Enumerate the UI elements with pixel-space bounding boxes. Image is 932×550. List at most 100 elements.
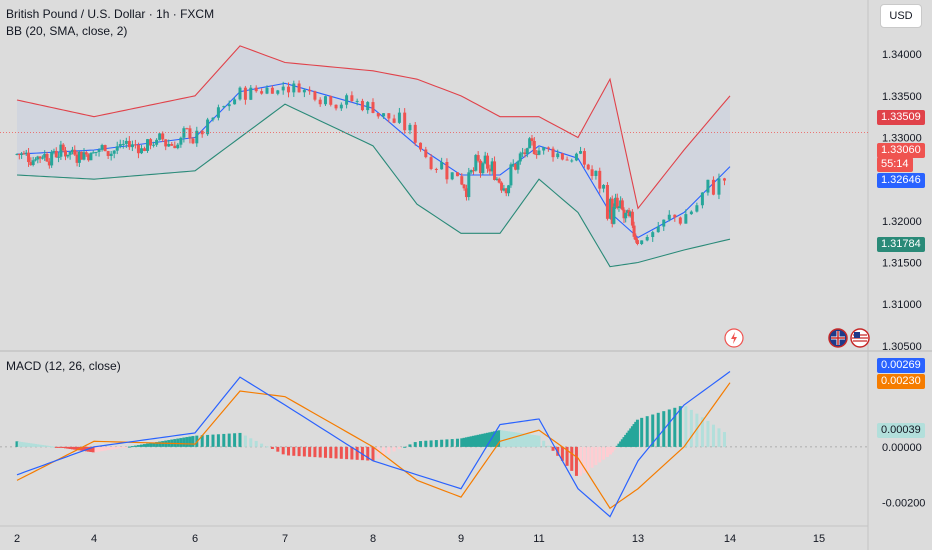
histogram-bar	[118, 446, 122, 449]
candle-body	[118, 144, 122, 147]
histogram-bar	[287, 446, 291, 456]
candle-body	[43, 153, 47, 158]
candle-body	[419, 142, 423, 150]
candle-body	[614, 197, 618, 207]
histogram-bar	[424, 440, 428, 447]
candle-body	[146, 139, 150, 151]
macd-indicator-label[interactable]: MACD (12, 26, close)	[6, 359, 121, 373]
candle-body	[565, 159, 569, 161]
histogram-bar	[403, 446, 407, 448]
histogram-bar	[474, 435, 478, 447]
candle-body	[185, 128, 189, 130]
candle-body	[350, 95, 354, 102]
histogram-bar	[249, 438, 253, 447]
histogram-bar	[66, 446, 70, 449]
histogram-bar	[610, 446, 614, 453]
histogram-bar	[334, 446, 338, 459]
candle-body	[511, 163, 515, 165]
candle-body	[195, 130, 199, 144]
histogram-bar	[469, 436, 473, 447]
candle-body	[403, 112, 407, 131]
candle-body	[445, 162, 449, 180]
histogram-bar	[68, 446, 72, 449]
candle-body	[408, 124, 412, 131]
histogram-bar	[94, 446, 98, 453]
candle-body	[586, 164, 590, 170]
histogram-bar	[371, 446, 375, 461]
histogram-bar	[109, 446, 113, 450]
candle-body	[464, 188, 468, 198]
candle-body	[182, 128, 186, 138]
bb-indicator-label[interactable]: BB (20, SMA, close, 2)	[6, 24, 128, 38]
flash-icon[interactable]	[724, 328, 744, 348]
candle-body	[89, 153, 93, 161]
histogram-bar	[297, 446, 301, 457]
histogram-bar	[292, 446, 296, 456]
histogram-bar	[15, 441, 19, 447]
histogram-bar	[27, 442, 31, 447]
candle-body	[667, 214, 671, 220]
candle-body	[598, 170, 602, 189]
histogram-bar	[254, 440, 258, 447]
candle-body	[50, 152, 54, 166]
candle-body	[474, 155, 478, 171]
candle-body	[625, 210, 629, 213]
time-tick-label: 7	[282, 533, 288, 545]
histogram-bar	[260, 443, 264, 447]
candle-body	[115, 146, 119, 151]
candle-body	[227, 104, 231, 107]
time-tick-label: 9	[458, 533, 464, 545]
candle-body	[521, 152, 525, 154]
candle-body	[413, 124, 417, 143]
histogram-bar	[100, 446, 104, 452]
candle-body	[233, 99, 237, 105]
histogram-bar	[530, 434, 534, 447]
histogram-bar	[133, 445, 137, 447]
candle-body	[29, 162, 33, 165]
histogram-bar	[667, 409, 671, 447]
histogram-bar	[630, 426, 634, 447]
candle-body	[397, 112, 401, 123]
candle-body	[518, 153, 522, 162]
candle-body	[602, 184, 606, 189]
histogram-bar	[706, 420, 710, 447]
candle-body	[469, 170, 473, 173]
currency-button[interactable]: USD	[880, 4, 922, 28]
histogram-bar	[115, 446, 119, 449]
candle-body	[645, 236, 649, 241]
histogram-bar	[91, 446, 95, 453]
candle-body	[495, 178, 499, 180]
candle-body	[434, 168, 438, 170]
candle-body	[462, 184, 466, 189]
histogram-bar	[82, 446, 86, 452]
candle-body	[173, 145, 177, 149]
candle-body	[124, 140, 128, 144]
candle-body	[722, 178, 726, 181]
candle-body	[52, 150, 56, 153]
candle-body	[570, 160, 574, 162]
histogram-bar	[651, 414, 655, 447]
histogram-bar	[620, 439, 624, 447]
histogram-bar	[265, 446, 269, 448]
histogram-bar	[329, 446, 333, 459]
histogram-bar	[227, 433, 231, 447]
histogram-bar	[518, 433, 522, 447]
histogram-bar	[493, 431, 497, 447]
candle-body	[136, 144, 140, 154]
candle-body	[133, 144, 137, 146]
candle-body	[40, 157, 44, 159]
histogram-bar	[471, 435, 475, 447]
histogram-bar	[61, 446, 65, 448]
histogram-bar	[532, 435, 536, 447]
histogram-bar	[582, 446, 586, 474]
bb-upper-badge: 1.33509	[877, 110, 925, 125]
candle-body	[24, 152, 28, 154]
flag-us-icon[interactable]	[850, 328, 870, 348]
flag-uk-icon[interactable]	[828, 328, 848, 348]
time-tick-label: 13	[632, 533, 644, 545]
candle-body	[355, 100, 359, 102]
candle-body	[222, 106, 226, 108]
candle-body	[635, 240, 639, 245]
candle-body	[502, 188, 506, 191]
